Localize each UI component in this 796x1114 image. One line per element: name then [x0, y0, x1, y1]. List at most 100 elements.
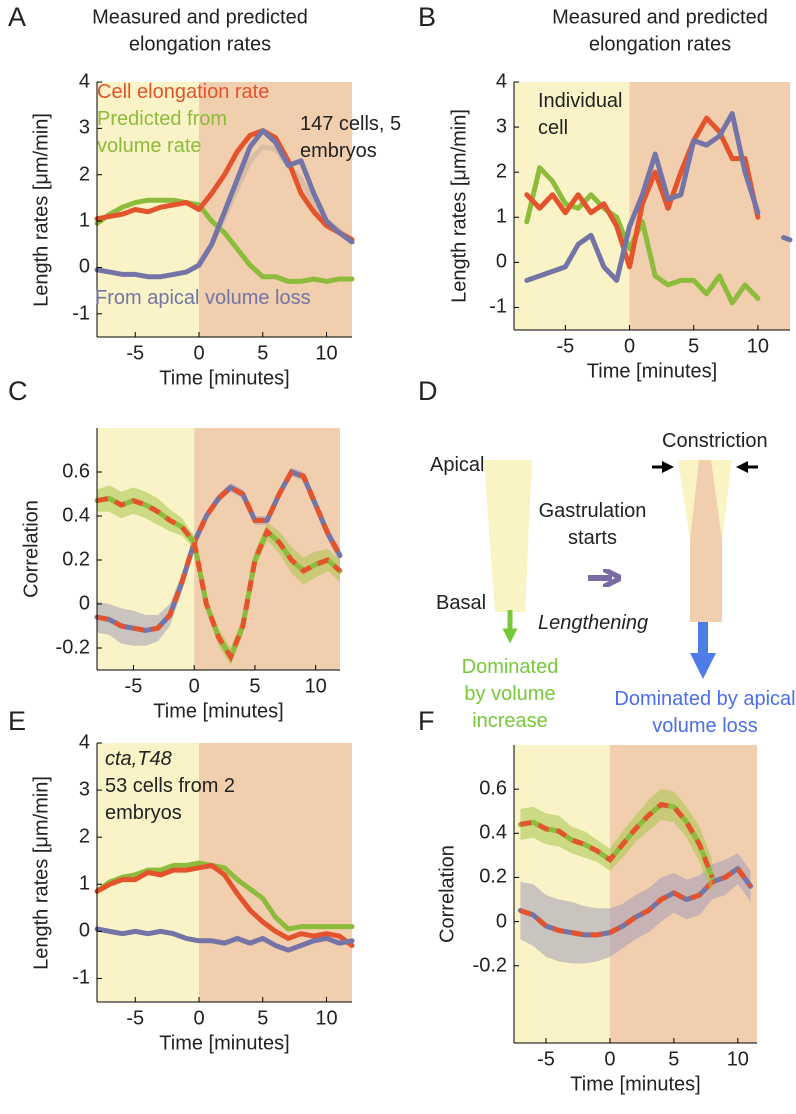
x-tick-label: 10 — [304, 675, 327, 698]
legend-label: Cell elongation rate — [97, 81, 270, 103]
x-tick-label: 0 — [604, 1048, 616, 1071]
panel-letter: B — [418, 2, 437, 32]
x-tick-label: 5 — [668, 1048, 680, 1071]
y-tick-label: -1 — [72, 302, 90, 325]
error-band — [520, 789, 713, 896]
x-tick-label: 10 — [315, 1007, 338, 1030]
y-tick-label: 0 — [78, 592, 90, 615]
y-tick-label: 2 — [495, 160, 507, 183]
annotation: 147 cells, 5 embryos — [300, 113, 402, 162]
x-tick-label: -5 — [126, 342, 145, 365]
series-line-dashed — [519, 865, 753, 938]
legend-label: From apical volume loss — [95, 287, 311, 309]
diagram-label: Constriction — [662, 430, 768, 452]
panel-letter: E — [8, 706, 27, 736]
diagram-label: Apical — [430, 454, 485, 476]
y-tick-label: 0.2 — [62, 548, 90, 571]
y-tick-label: 0.6 — [479, 777, 507, 800]
diagram-label: Basal — [436, 592, 487, 614]
series-line — [94, 128, 355, 280]
x-axis-label: Time [minutes] — [586, 360, 718, 383]
chart-title: elongation rates — [128, 33, 272, 56]
y-axis-label: Length rates [μm/min] — [30, 112, 53, 307]
diagram-label: Lengthening — [538, 612, 649, 634]
x-tick-label: 10 — [315, 342, 338, 365]
y-tick-label: -1 — [72, 966, 90, 989]
cell-before — [484, 460, 532, 612]
series-line — [94, 197, 355, 284]
y-tick-label: 3 — [78, 116, 90, 139]
x-axis-label: Time [minutes] — [159, 367, 290, 390]
series-line — [94, 860, 355, 932]
chart-title: Measured and predicted — [552, 6, 768, 29]
plot — [94, 82, 355, 337]
y-tick-label: 0.6 — [62, 460, 90, 483]
x-axis-label: Time [minutes] — [159, 1032, 290, 1055]
y-tick-label: 1 — [78, 209, 90, 232]
y-tick-label: 4 — [78, 70, 90, 93]
x-tick-label: 5 — [257, 342, 269, 365]
series-line — [524, 165, 761, 306]
y-axis-label: Length rates [μm/min] — [30, 775, 53, 970]
panel-letter: F — [418, 706, 435, 736]
plot — [514, 82, 793, 330]
y-axis-label: Length rates [μm/min] — [448, 109, 471, 303]
diagram — [484, 460, 758, 679]
diagram-label: Gastrulation starts — [538, 500, 647, 549]
plot — [94, 743, 355, 1002]
x-tick-label: -5 — [126, 1007, 145, 1030]
diagram-label: Dominated by apical volume loss — [614, 688, 796, 737]
x-tick-label: 5 — [257, 1007, 269, 1030]
x-tick-label: 10 — [746, 335, 770, 358]
plot — [94, 428, 343, 670]
annotation: 53 cells from 2 embryos — [105, 775, 236, 824]
y-tick-label: 0 — [78, 919, 90, 942]
annotation: cta,T48 — [105, 748, 172, 770]
x-tick-label: 5 — [249, 675, 261, 698]
y-tick-label: 0 — [495, 910, 507, 933]
chart-title: Measured and predicted — [92, 6, 308, 29]
panel-letter: A — [8, 2, 27, 32]
series-line-dashed — [96, 468, 343, 633]
y-axis-label: Correlation — [436, 845, 459, 943]
y-axis-label: Correlation — [20, 500, 43, 598]
y-tick-label: 3 — [78, 778, 90, 801]
x-tick-label: 0 — [623, 335, 636, 358]
y-tick-label: 2 — [78, 163, 90, 186]
y-tick-label: -0.2 — [472, 954, 507, 977]
x-tick-label: 0 — [193, 1007, 205, 1030]
series-line — [524, 111, 793, 283]
y-tick-label: -0.2 — [55, 636, 90, 659]
series-line — [94, 128, 355, 243]
y-tick-label: 0.4 — [62, 504, 90, 527]
x-tick-label: 0 — [193, 342, 205, 365]
panel-letter: C — [8, 376, 28, 406]
annotation: Individual cell — [538, 90, 623, 139]
x-axis-label: Time [minutes] — [570, 1073, 701, 1096]
x-tick-label: 0 — [188, 675, 200, 698]
y-tick-label: 2 — [78, 825, 90, 848]
x-tick-label: 5 — [688, 335, 700, 358]
y-tick-label: 1 — [495, 205, 507, 228]
series-line — [94, 926, 355, 953]
x-tick-label: -5 — [537, 1048, 555, 1071]
y-tick-label: 1 — [78, 872, 90, 895]
diagram-label: Dominated by volume increase — [461, 656, 559, 732]
y-tick-label: 4 — [78, 731, 90, 754]
y-tick-label: -1 — [489, 295, 507, 318]
y-tick-label: 0 — [78, 255, 90, 278]
x-tick-label: -5 — [124, 675, 143, 698]
x-axis-label: Time [minutes] — [153, 700, 284, 723]
y-tick-label: 0 — [495, 250, 507, 273]
cell-after-body — [690, 460, 722, 622]
y-tick-label: 0.4 — [479, 821, 507, 844]
x-tick-label: 10 — [726, 1048, 749, 1071]
y-tick-label: 4 — [495, 70, 507, 93]
y-tick-label: 3 — [495, 115, 507, 138]
panel-letter: D — [418, 376, 438, 406]
x-tick-label: -5 — [556, 335, 575, 358]
series-line — [94, 862, 355, 948]
y-tick-label: 0.2 — [479, 865, 507, 888]
